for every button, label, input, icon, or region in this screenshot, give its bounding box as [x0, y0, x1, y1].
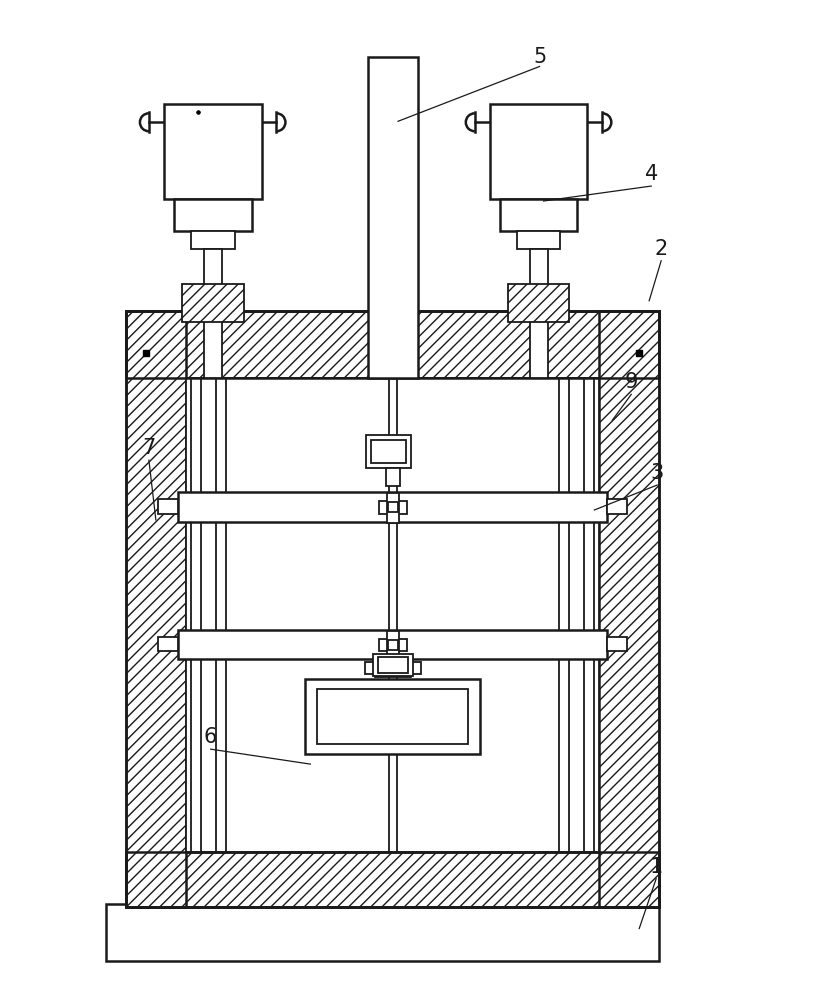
Bar — [379, 501, 407, 514]
Bar — [379, 639, 407, 651]
Bar — [389, 378, 397, 852]
Text: 3: 3 — [650, 463, 664, 483]
Bar — [126, 311, 186, 907]
Bar — [365, 662, 375, 674]
Bar — [490, 104, 588, 199]
Text: 2: 2 — [654, 239, 667, 259]
Bar — [375, 659, 411, 677]
Bar — [126, 311, 659, 378]
Bar — [508, 284, 570, 322]
Bar — [607, 637, 627, 651]
Text: 6: 6 — [204, 727, 217, 747]
Bar — [106, 904, 659, 961]
Bar — [178, 492, 607, 522]
Bar — [372, 440, 406, 463]
Bar — [529, 249, 547, 378]
Bar — [387, 493, 399, 523]
Bar — [366, 435, 411, 468]
Bar — [204, 249, 222, 378]
Bar — [305, 679, 480, 754]
Bar — [191, 378, 201, 852]
Bar — [500, 199, 577, 231]
Bar — [126, 852, 659, 907]
Bar — [173, 199, 252, 231]
Bar — [158, 637, 178, 651]
Bar — [158, 499, 178, 514]
Bar — [386, 468, 400, 486]
Bar — [126, 311, 659, 378]
Bar — [560, 378, 570, 852]
Bar — [584, 378, 594, 852]
Bar — [126, 852, 659, 907]
Text: 1: 1 — [649, 857, 663, 877]
Bar — [387, 631, 399, 660]
Bar — [178, 630, 607, 659]
Text: 4: 4 — [644, 164, 658, 184]
Bar — [126, 311, 659, 907]
Bar — [164, 104, 261, 199]
Bar — [411, 662, 421, 674]
Bar — [368, 57, 418, 378]
Text: 7: 7 — [142, 438, 155, 458]
Bar — [599, 311, 659, 907]
Text: 5: 5 — [533, 47, 546, 67]
Bar — [607, 499, 627, 514]
Bar — [317, 689, 468, 744]
Bar — [191, 231, 234, 249]
Bar — [378, 657, 408, 673]
Bar — [215, 378, 225, 852]
Bar — [182, 284, 243, 322]
Bar — [517, 231, 561, 249]
Text: 9: 9 — [625, 372, 638, 392]
Bar — [373, 654, 413, 676]
Bar — [186, 378, 599, 852]
